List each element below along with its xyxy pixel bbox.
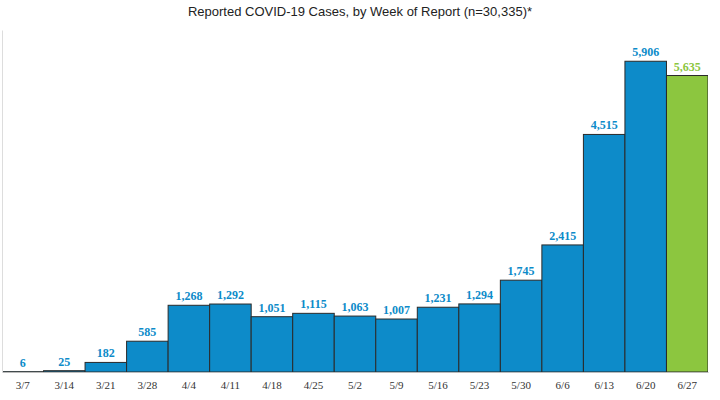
x-tick: 3/21 [96,372,116,391]
bar [85,362,127,372]
x-tick: 4/11 [221,372,240,391]
x-axis: 3/7 3/14 3/21 3/28 4/4 4/11 4/18 4/25 5/2 5/9 5/16… [3,372,709,391]
data-label: 585 [138,325,156,339]
bar [44,371,86,372]
x-tick-label: 6/13 [594,379,614,391]
x-tick-label: 5/30 [511,379,531,391]
bar [583,134,625,372]
x-tick-label: 3/14 [55,379,75,391]
x-tick: 4/25 [304,372,324,391]
bars [2,61,708,372]
data-label: 1,294 [466,288,493,302]
data-label: 1,268 [175,289,202,303]
x-tick-label: 5/9 [389,379,404,391]
x-tick: 4/4 [182,372,197,391]
data-label: 1,051 [258,301,285,315]
bar [2,371,44,372]
bar [459,304,501,372]
data-label: 4,515 [591,118,618,132]
y-axis-line [2,31,3,373]
x-tick-label: 3/21 [96,379,116,391]
data-labels: 6 25 182 585 1,268 1,292 1,051 1,115 1,063 1,007 1… [20,45,701,369]
data-label: 5,635 [674,60,701,74]
x-tick-label: 4/18 [262,379,282,391]
x-tick: 6/20 [636,372,656,391]
data-label: 1,745 [508,264,535,278]
data-label: 6 [20,356,26,370]
bar [376,319,418,372]
bar [542,245,584,372]
bar [417,307,459,372]
x-tick: 4/18 [262,372,282,391]
bar [127,341,169,372]
x-tick: 3/7 [16,372,31,391]
x-tick-label: 6/27 [677,379,697,391]
x-tick-label: 5/16 [428,379,448,391]
x-tick-label: 6/20 [636,379,656,391]
data-label: 25 [58,355,70,369]
data-label: 1,292 [217,288,244,302]
data-label: 2,415 [549,229,576,243]
x-tick-label: 5/2 [348,379,362,391]
data-label: 1,231 [425,291,452,305]
x-tick: 5/16 [428,372,448,391]
bar [500,280,542,372]
x-tick-label: 3/28 [138,379,158,391]
x-tick: 6/6 [556,372,571,391]
bar [334,316,376,372]
data-label: 1,115 [300,297,326,311]
data-label: 1,063 [342,300,369,314]
x-tick: 6/13 [594,372,614,391]
x-tick: 6/27 [677,372,697,391]
bar [666,76,708,372]
x-tick-label: 4/25 [304,379,324,391]
bar [293,313,335,372]
x-tick: 5/2 [348,372,362,391]
bar [210,304,252,372]
x-tick-label: 4/4 [182,379,197,391]
x-tick: 5/23 [470,372,490,391]
data-label: 182 [97,346,115,360]
title: Reported COVID-19 Cases, by Week of Repo… [188,4,532,19]
data-label: 1,007 [383,303,410,317]
x-tick-label: 4/11 [221,379,240,391]
x-tick: 3/28 [138,372,158,391]
x-tick: 5/30 [511,372,531,391]
x-tick: 5/9 [389,372,404,391]
bar [625,61,667,372]
bar [168,305,210,372]
x-tick-label: 3/7 [16,379,31,391]
y-axis [2,31,3,373]
x-tick-label: 5/23 [470,379,490,391]
bar [251,317,293,372]
data-label: 5,906 [632,45,659,59]
x-axis-line [3,372,709,373]
x-tick-label: 6/6 [556,379,571,391]
chart: Reported COVID-19 Cases, by Week of Repo… [0,0,720,400]
x-tick: 3/14 [55,372,75,391]
